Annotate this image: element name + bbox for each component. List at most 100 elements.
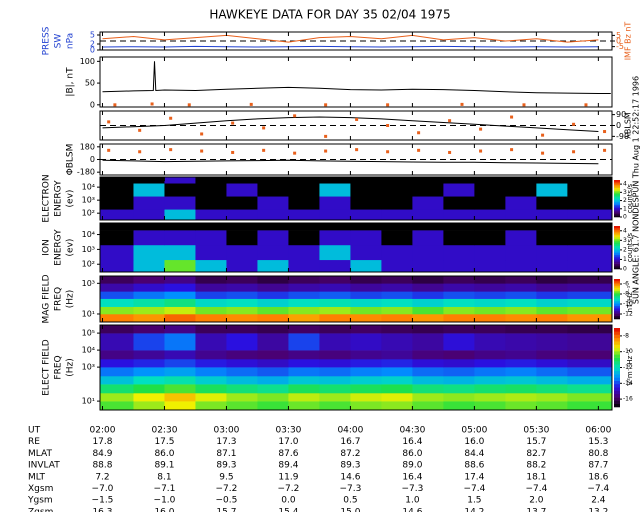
heatmap-cell — [319, 384, 351, 394]
heatmap-cell — [350, 350, 382, 360]
heatmap-cell — [164, 196, 196, 210]
y-tick-label: 10⁵ — [82, 329, 95, 338]
colorbar-swatch — [614, 309, 620, 311]
data-dot — [324, 103, 328, 107]
heatmap-cell — [412, 384, 444, 394]
heatmap-cell — [505, 393, 537, 402]
colorbar-swatch — [614, 290, 620, 293]
cell: 13.7 — [526, 507, 546, 512]
colorbar-swatch — [614, 213, 620, 216]
heatmap-cell — [381, 384, 413, 394]
heatmap-cell — [133, 384, 165, 394]
data-line — [102, 61, 611, 94]
y-axis-label: MAG FIELD — [42, 274, 52, 323]
data-dot — [541, 151, 545, 155]
colorbar-swatch — [614, 328, 620, 332]
heatmap-cell — [381, 401, 413, 411]
colorbar-swatch — [614, 285, 620, 288]
heatmap-cell — [100, 183, 134, 197]
data-dot — [169, 116, 173, 120]
data-dot — [249, 102, 253, 106]
heatmap-cell — [474, 376, 506, 385]
heatmap-cell — [443, 196, 475, 210]
cell: 14.2 — [464, 507, 484, 512]
heatmap-cell — [226, 367, 258, 377]
heatmap-cell — [536, 325, 568, 334]
data-dot — [460, 102, 464, 106]
y-tick-label: 10³ — [82, 196, 95, 205]
heatmap-cell — [505, 283, 537, 292]
cell: 14.6 — [340, 472, 360, 482]
y2-axis-label: IMF Bz nT — [624, 22, 633, 61]
colorbar-swatch — [614, 347, 620, 352]
colorbar-swatch — [614, 263, 620, 266]
colorbar-swatch — [614, 357, 620, 362]
colorbar-swatch — [614, 351, 620, 355]
cell: 87.6 — [278, 449, 298, 459]
colorbar-swatch — [614, 294, 620, 296]
colorbar-swatch — [614, 183, 620, 185]
data-dot — [386, 103, 390, 107]
cell: 16.4 — [402, 472, 422, 482]
colorbar-tick-label: 4 — [623, 181, 627, 188]
heatmap-cell — [257, 244, 289, 261]
cell: 9.5 — [219, 472, 233, 482]
heatmap-cell — [100, 283, 134, 292]
y-tick-label: 10² — [82, 209, 95, 218]
heatmap-cell — [133, 291, 165, 299]
heatmap-cell — [288, 209, 320, 221]
heatmap-cell — [350, 401, 382, 411]
heatmap-cell — [319, 244, 351, 261]
heatmap-cell — [195, 177, 227, 184]
heatmap-cell — [319, 393, 351, 402]
heatmap-cell — [100, 367, 134, 377]
y-tick-label: 100 — [80, 57, 95, 66]
heatmap-cell — [474, 393, 506, 402]
heatmap-cell — [505, 291, 537, 299]
row-label: MLT — [28, 472, 46, 482]
heatmap-cell — [567, 183, 613, 197]
y-tick-label: 180 — [80, 142, 95, 151]
heatmap-cell — [257, 359, 289, 368]
y2-tick-label: -5 — [616, 42, 624, 51]
heatmap-cell — [350, 367, 382, 377]
heatmap-cell — [100, 401, 134, 411]
heatmap-cell — [443, 384, 475, 394]
data-dot — [107, 148, 111, 152]
heatmap-cell — [288, 350, 320, 360]
heatmap-cell — [505, 223, 537, 231]
heatmap-cell — [412, 244, 444, 261]
heatmap-cell — [288, 291, 320, 299]
heatmap-cell — [226, 325, 258, 334]
colorbar-label: nT²Hz⁻¹ — [626, 285, 634, 312]
heatmap-cell — [100, 276, 134, 284]
y-tick-label: 0 — [90, 155, 95, 164]
colorbar-swatch — [614, 295, 620, 298]
heatmap-cell — [505, 196, 537, 210]
colorbar-swatch — [614, 279, 620, 281]
heatmap-cell — [164, 350, 196, 360]
cell: 89.3 — [340, 461, 360, 471]
heatmap-cell — [412, 376, 444, 385]
heatmap-cell — [288, 313, 320, 323]
heatmap-cell — [412, 313, 444, 323]
cell: −0.5 — [216, 496, 238, 506]
heatmap-cell — [195, 359, 227, 368]
heatmap-cell — [536, 313, 568, 323]
heatmap-cell — [319, 350, 351, 360]
data-line — [102, 34, 599, 43]
heatmap-cell — [257, 177, 289, 184]
heatmap-cell — [567, 325, 613, 334]
heatmap-cell — [257, 376, 289, 385]
y2-tick-label: 5 — [616, 31, 621, 40]
heatmap-cell — [319, 313, 351, 323]
y-axis-label: SW — [54, 34, 64, 49]
heatmap-cell — [288, 177, 320, 184]
heatmap-cell — [164, 230, 196, 246]
heatmap-cell — [381, 298, 413, 307]
heatmap-cell — [288, 333, 320, 351]
heatmap-cell — [195, 183, 227, 197]
colorbar-swatch — [614, 203, 620, 205]
colorbar-swatch — [614, 190, 620, 193]
y-tick-label: -180 — [77, 168, 95, 177]
